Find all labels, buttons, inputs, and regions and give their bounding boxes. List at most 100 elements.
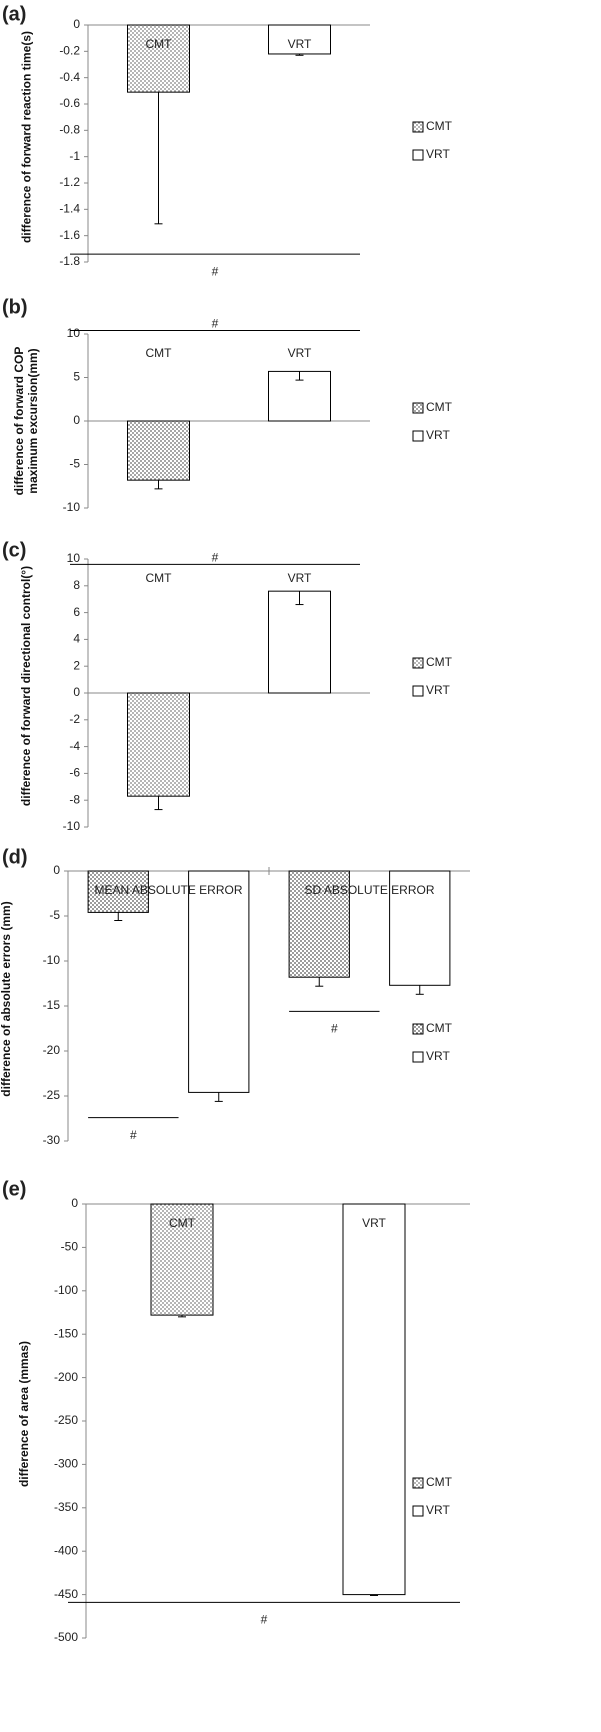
legend-swatch (412, 657, 424, 669)
y-tick-label: -300 (54, 1457, 78, 1471)
legend-label: VRT (426, 683, 450, 697)
y-tick-label: -30 (43, 1133, 61, 1147)
y-tick-label: -1.2 (59, 175, 80, 189)
y-tick-label: -350 (54, 1500, 78, 1514)
y-tick-label: -200 (54, 1370, 78, 1384)
bar-label: VRT (288, 37, 312, 51)
y-tick-label: -1.4 (59, 202, 80, 216)
significance-mark: # (212, 317, 219, 331)
legend-swatch (412, 402, 424, 414)
y-tick-label: -1.8 (59, 254, 80, 268)
legend-label: VRT (426, 428, 450, 442)
bar (127, 692, 190, 797)
bar-label: CMT (146, 571, 173, 585)
legend-swatch (412, 121, 424, 133)
bar-label: VRT (288, 346, 312, 360)
y-axis-label: difference of forward reaction time(s) (19, 30, 33, 243)
legend-label: VRT (426, 1503, 450, 1517)
bar-label: CMT (146, 346, 173, 360)
y-tick-label: 0 (71, 1196, 78, 1210)
y-tick-label: -450 (54, 1587, 78, 1601)
panel-label: (d) (2, 846, 28, 868)
legend-label: VRT (426, 1049, 450, 1063)
y-tick-label: -0.8 (59, 123, 80, 137)
legend-swatch (412, 1051, 424, 1063)
y-tick-label: 0 (53, 863, 60, 877)
legend-swatch (412, 1505, 424, 1517)
y-tick-label: -20 (43, 1043, 61, 1057)
bar (188, 870, 250, 1093)
y-axis-label: difference of area (mmas) (17, 1340, 31, 1488)
y-tick-label: -10 (63, 500, 81, 514)
legend-label: CMT (426, 1021, 453, 1035)
y-tick-label: -1 (69, 149, 80, 163)
bar (87, 870, 149, 913)
category-label: MEAN ABSOLUTE ERROR (94, 883, 242, 897)
bar (268, 24, 331, 55)
legend-swatch (412, 685, 424, 697)
bar (389, 870, 451, 986)
y-tick-label: 0 (73, 685, 80, 699)
y-tick-label: -10 (43, 953, 61, 967)
y-tick-label: -0.4 (59, 70, 80, 84)
panel-label: (a) (2, 3, 26, 25)
y-tick-label: 0 (73, 413, 80, 427)
y-tick-label: -5 (69, 457, 80, 471)
bar (342, 1203, 406, 1596)
bar-label: VRT (288, 571, 312, 585)
legend-label: VRT (426, 147, 450, 161)
y-tick-label: -50 (61, 1240, 79, 1254)
significance-mark: # (261, 1613, 268, 1627)
y-tick-label: 10 (67, 326, 81, 340)
y-tick-label: 6 (73, 605, 80, 619)
y-tick-label: -100 (54, 1283, 78, 1297)
y-tick-label: 0 (73, 17, 80, 31)
y-tick-label: -400 (54, 1543, 78, 1557)
panel-label: (c) (2, 539, 26, 561)
legend-label: CMT (426, 400, 453, 414)
y-tick-label: -1.6 (59, 228, 80, 242)
significance-mark: # (212, 264, 219, 278)
bar (288, 870, 350, 978)
y-tick-label: 5 (73, 370, 80, 384)
y-tick-label: 8 (73, 578, 80, 592)
y-tick-label: 4 (73, 632, 80, 646)
y-axis-label: difference of forward COP maximum excurs… (12, 346, 40, 496)
bar (268, 590, 331, 694)
legend-swatch (412, 1023, 424, 1035)
bar (150, 1203, 214, 1316)
y-tick-label: -5 (49, 908, 60, 922)
y-tick-label: -8 (69, 792, 80, 806)
legend-label: CMT (426, 655, 453, 669)
y-tick-label: -2 (69, 712, 80, 726)
significance-mark: # (331, 1022, 338, 1036)
y-tick-label: -15 (43, 998, 61, 1012)
y-tick-label: -500 (54, 1630, 78, 1644)
y-tick-label: -25 (43, 1088, 61, 1102)
legend-label: CMT (426, 1475, 453, 1489)
bar-label: VRT (362, 1216, 386, 1230)
y-tick-label: -6 (69, 766, 80, 780)
y-axis-label: difference of forward directional contro… (19, 565, 33, 807)
panel-label: (b) (2, 296, 28, 318)
y-tick-label: -10 (63, 819, 81, 833)
category-label: SD ABSOLUTE ERROR (304, 883, 434, 897)
bar-label: CMT (146, 37, 173, 51)
y-tick-label: -4 (69, 739, 80, 753)
significance-mark: # (130, 1128, 137, 1142)
significance-mark: # (212, 551, 219, 565)
y-tick-label: -0.2 (59, 44, 80, 58)
panel-label: (e) (2, 1178, 26, 1200)
y-tick-label: -250 (54, 1413, 78, 1427)
y-tick-label: 10 (67, 551, 81, 565)
y-axis-label: difference of absolute errors (mm) (0, 901, 13, 1097)
y-tick-label: 2 (73, 658, 80, 672)
legend-label: CMT (426, 119, 453, 133)
y-tick-label: -150 (54, 1326, 78, 1340)
bar (127, 24, 190, 93)
legend-swatch (412, 430, 424, 442)
bar-label: CMT (169, 1216, 196, 1230)
legend-swatch (412, 149, 424, 161)
